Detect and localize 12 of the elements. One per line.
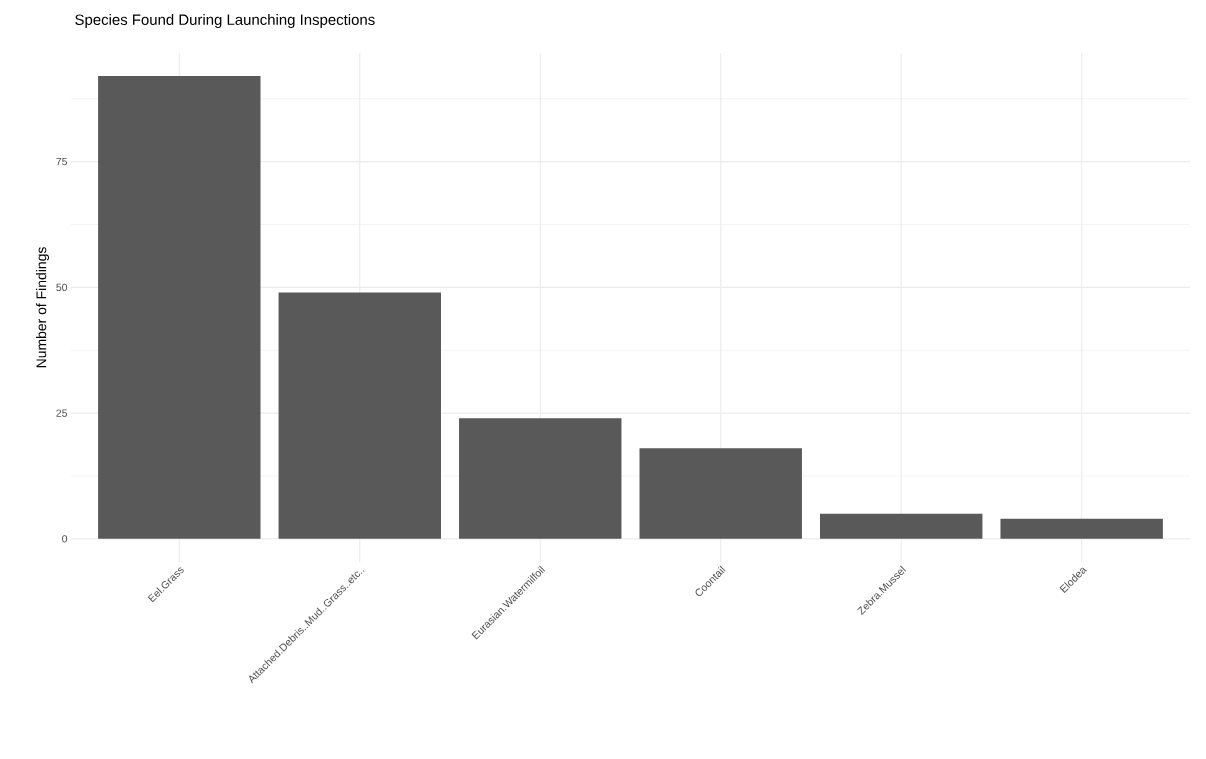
bar [278, 292, 441, 539]
bar [98, 76, 261, 539]
bar [459, 418, 622, 539]
y-tick-label: 75 [56, 157, 68, 166]
chart-title: Species Found During Launching Inspections [75, 14, 375, 28]
y-axis-title: Number of Findings [36, 247, 50, 368]
y-tick-label: 0 [62, 535, 68, 543]
bar [639, 448, 802, 539]
bar [819, 513, 983, 539]
bar [1000, 518, 1163, 539]
y-tick-label: 50 [56, 283, 68, 292]
y-tick-label: 25 [56, 409, 68, 417]
